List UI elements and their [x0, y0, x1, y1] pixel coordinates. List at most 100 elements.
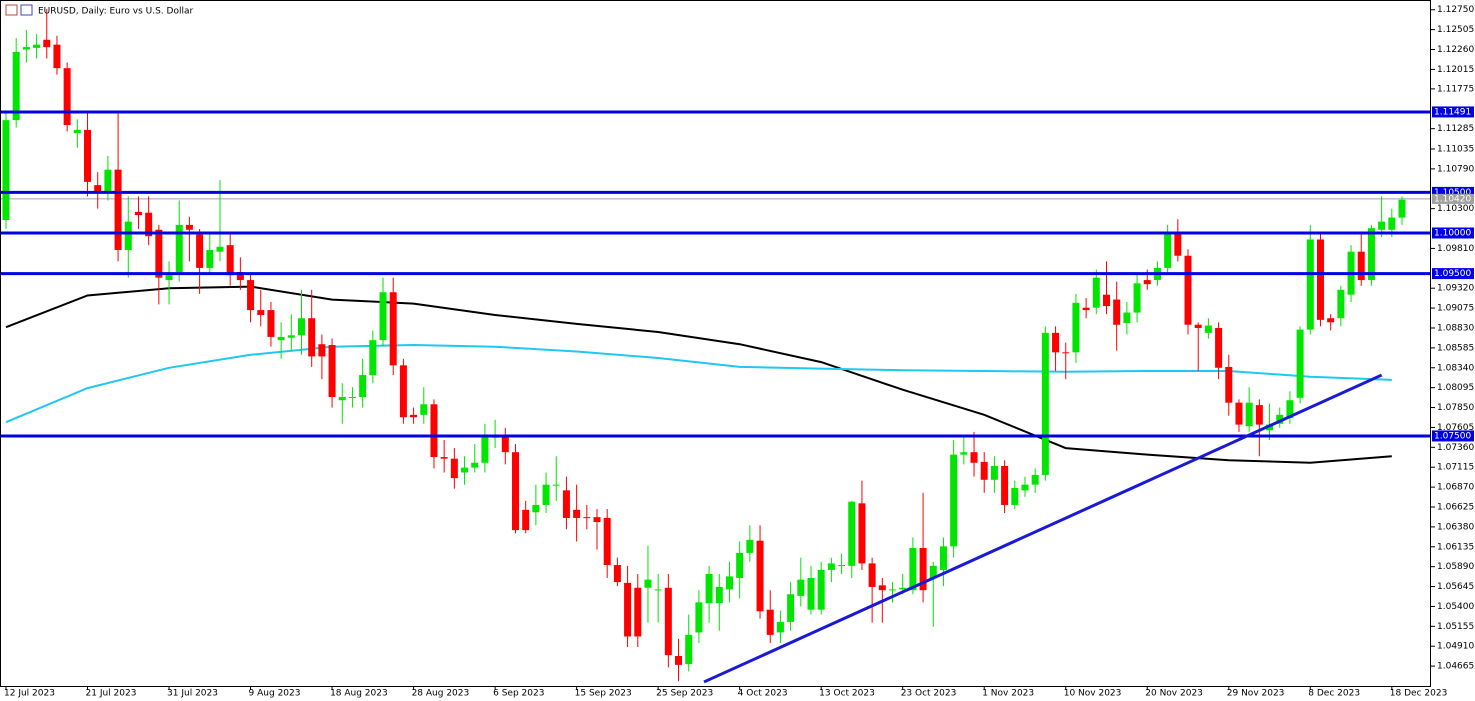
candle-body — [420, 404, 428, 415]
candle-body — [155, 229, 163, 278]
y-tick-label: 1.08585 — [1437, 343, 1474, 353]
x-tick-label: 10 Nov 2023 — [1064, 689, 1122, 699]
candle-body — [1133, 283, 1141, 313]
candle-body — [1357, 251, 1365, 281]
moving-average — [5, 343, 1392, 424]
candle-body — [196, 234, 204, 268]
candle-body — [379, 292, 387, 341]
plot-area — [0, 8, 1431, 684]
y-tick-label: 1.09075 — [1437, 304, 1474, 314]
candle-body — [1164, 232, 1172, 268]
candle-body — [929, 565, 937, 579]
y-tick-label: 1.05890 — [1437, 562, 1474, 572]
candle-body — [644, 579, 652, 588]
candle-body — [1306, 239, 1314, 330]
candle-body — [593, 517, 601, 523]
level-label: 1.09500 — [1434, 269, 1471, 279]
level-label-box — [1432, 186, 1474, 198]
candle-body — [685, 634, 693, 665]
candle-body — [1235, 402, 1243, 425]
candle-body — [165, 275, 173, 281]
candle-body — [542, 484, 550, 505]
y-tick-label: 1.08340 — [1437, 363, 1474, 373]
x-tick-label: 18 Dec 2023 — [1390, 689, 1448, 699]
candle-body — [1255, 405, 1263, 425]
y-tick-label: 1.08095 — [1437, 383, 1474, 393]
candle-body — [1296, 329, 1304, 398]
candle-body — [1123, 312, 1131, 324]
candle-body — [94, 185, 102, 192]
candle-body — [848, 501, 856, 566]
x-tick-label: 8 Dec 2023 — [1308, 689, 1360, 699]
candle-body — [1082, 307, 1090, 311]
candle-body — [216, 246, 224, 252]
trendline — [703, 373, 1383, 684]
y-tick-label: 1.11285 — [1437, 124, 1474, 134]
candle-body — [1367, 228, 1375, 281]
x-tick-label: 18 Aug 2023 — [330, 689, 388, 699]
candle-body — [134, 211, 142, 216]
y-tick-label: 1.08830 — [1437, 323, 1474, 333]
y-tick-label: 1.09810 — [1437, 244, 1474, 254]
candle-body — [277, 336, 285, 341]
candle-body — [1245, 402, 1253, 427]
candle-body — [389, 292, 397, 366]
candle-body — [787, 594, 795, 622]
candle-body — [1184, 255, 1192, 325]
candle-body — [1337, 289, 1345, 319]
candle-body — [807, 578, 815, 610]
candle-body — [1041, 332, 1049, 475]
candle-body — [990, 465, 998, 480]
candle-body — [562, 490, 570, 518]
candle-body — [858, 503, 866, 564]
y-tick-label: 1.12750 — [1437, 5, 1474, 15]
x-tick-label: 23 Oct 2023 — [901, 689, 957, 699]
candle-body — [43, 39, 51, 48]
candle-body — [410, 414, 418, 418]
y-tick-label: 1.05645 — [1437, 582, 1474, 592]
candle-body — [756, 540, 764, 612]
candle-body — [868, 563, 876, 587]
candle-body — [298, 318, 306, 336]
y-tick-label: 1.07360 — [1437, 443, 1474, 453]
candle-body — [1286, 400, 1294, 419]
candle-body — [399, 365, 407, 418]
chart-title: EURUSD, Daily: Euro vs U.S. Dollar — [38, 7, 193, 17]
y-tick-label: 1.07605 — [1437, 423, 1474, 433]
candle-body — [338, 396, 346, 401]
candle-body — [654, 589, 662, 591]
y-tick-label: 1.12260 — [1437, 45, 1474, 55]
candle-body — [664, 587, 672, 656]
level-label-box — [1432, 106, 1474, 118]
candle-body — [939, 546, 947, 570]
candle-body — [919, 547, 927, 591]
x-tick-label: 31 Jul 2023 — [167, 689, 218, 699]
candle-body — [838, 565, 846, 567]
candle-body — [909, 547, 917, 591]
x-tick-label: 13 Oct 2023 — [819, 689, 875, 699]
y-tick-label: 1.04910 — [1437, 642, 1474, 652]
candle-body — [114, 169, 122, 251]
candle-body — [73, 129, 81, 134]
x-tick-label: 6 Sep 2023 — [493, 689, 544, 699]
candle-body — [12, 51, 20, 121]
candle-body — [1092, 277, 1100, 308]
candle-body — [461, 467, 469, 473]
candle-body — [1194, 324, 1202, 328]
candle-body — [124, 221, 132, 251]
y-tick-label: 1.10300 — [1437, 204, 1474, 214]
level-label: 1.11491 — [1434, 107, 1471, 117]
moving-average — [5, 285, 1392, 464]
y-tick-label: 1.06380 — [1437, 522, 1474, 532]
candle-body — [1021, 484, 1029, 491]
candle-body — [511, 452, 519, 531]
y-tick-label: 1.06870 — [1437, 483, 1474, 493]
candle-body — [84, 129, 92, 182]
candle-body — [359, 375, 367, 397]
y-tick-label: 1.04665 — [1437, 662, 1474, 672]
x-tick-label: 20 Nov 2023 — [1145, 689, 1203, 699]
candle-body — [1031, 474, 1039, 485]
x-tick-label: 29 Nov 2023 — [1227, 689, 1285, 699]
candle-body — [1225, 366, 1233, 403]
